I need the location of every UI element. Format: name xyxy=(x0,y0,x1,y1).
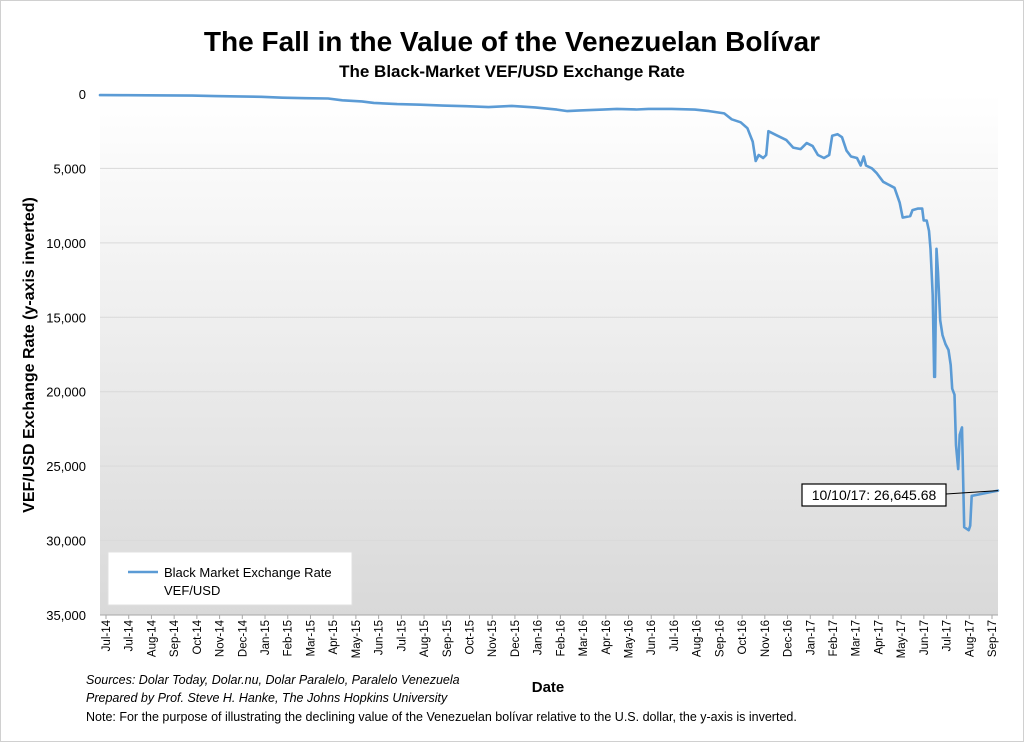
x-tick-label: Jun-17 xyxy=(919,620,931,655)
x-tick-label: Oct-15 xyxy=(464,620,476,655)
x-tick-label: Apr-17 xyxy=(873,620,885,655)
legend-label-line1: Black Market Exchange Rate xyxy=(164,565,332,580)
legend-box xyxy=(107,551,353,606)
y-tick-label: 30,000 xyxy=(46,534,86,549)
prepared-by-note: Prepared by Prof. Steve H. Hanke, The Jo… xyxy=(86,691,448,705)
gridlines xyxy=(100,167,998,542)
series-layer xyxy=(98,93,1000,532)
y-axis-ticks: 0 5,000 10,000 15,000 20,000 25,000 30,000 35,0… xyxy=(46,87,86,623)
x-tick-label: Aug-14 xyxy=(146,619,158,657)
x-tick-label: Feb-16 xyxy=(555,620,567,656)
callout-box xyxy=(801,483,947,507)
y-axis-title: VEF/USD Exchange Rate (y-axis inverted) xyxy=(21,197,38,513)
x-tick-label: Apr-15 xyxy=(328,620,340,655)
x-axis-title: Date xyxy=(531,679,565,696)
x-tick-label: Sep-15 xyxy=(442,620,454,657)
callout-leader xyxy=(945,490,999,495)
x-tick-label: Jul-15 xyxy=(396,620,408,651)
sources-note: Sources: Dolar Today, Dolar.nu, Dolar Pa… xyxy=(86,673,460,687)
x-tick-label: Nov-15 xyxy=(487,620,499,657)
x-tick-label: Jul-17 xyxy=(942,620,954,651)
x-tick-label: Feb-15 xyxy=(283,620,295,656)
series-line xyxy=(98,93,1000,532)
x-tick-label: Aug-17 xyxy=(964,620,976,657)
x-tick-label: Sep-14 xyxy=(169,619,181,657)
x-tick-label: Dec-16 xyxy=(783,620,795,657)
x-tick-label: Nov-14 xyxy=(215,619,227,657)
x-tick-label: Feb-17 xyxy=(828,620,840,656)
x-tick-label: Jul-16 xyxy=(669,620,681,651)
y-tick-label: 15,000 xyxy=(46,310,86,325)
y-tick-label: 10,000 xyxy=(46,236,86,251)
x-tick-label: Jul-14 xyxy=(101,619,113,651)
x-tick-label: Apr-16 xyxy=(601,620,613,655)
x-tick-label: Jan-17 xyxy=(805,620,817,655)
x-tick-label: Dec-14 xyxy=(237,619,249,657)
x-tick-label: May-16 xyxy=(624,620,636,658)
y-tick-label: 25,000 xyxy=(46,459,86,474)
x-tick-label: Aug-16 xyxy=(692,620,704,657)
x-tick-label: Jan-16 xyxy=(533,620,545,655)
x-tick-label: Aug-15 xyxy=(419,620,431,657)
legend-label-line2: VEF/USD xyxy=(164,583,220,598)
y-tick-label: 5,000 xyxy=(53,161,86,176)
plot-area xyxy=(100,94,998,615)
chart-title: The Fall in the Value of the Venezuelan … xyxy=(203,26,821,57)
x-tick-label: Mar-16 xyxy=(578,620,590,656)
x-tick-label: Jun-15 xyxy=(374,620,386,655)
x-axis-ticks: Jul-14 Jul-14 Aug-14 Sep-14 Oct-14 Nov-14 Dec-… xyxy=(101,615,999,658)
x-tick-label: Sep-17 xyxy=(987,620,999,657)
chart-subtitle: The Black-Market VEF/USD Exchange Rate xyxy=(339,62,685,81)
x-tick-label: Dec-15 xyxy=(510,620,522,657)
y-tick-label: 35,000 xyxy=(46,608,86,623)
x-tick-label: Jul-14 xyxy=(124,619,136,651)
y-tick-label: 20,000 xyxy=(46,385,86,400)
x-tick-label: Mar-17 xyxy=(851,620,863,656)
x-tick-label: Sep-16 xyxy=(714,620,726,657)
x-tick-label: May-17 xyxy=(896,620,908,658)
x-tick-label: Jan-15 xyxy=(260,620,272,655)
callout-label: 10/10/17: 26,645.68 xyxy=(812,487,937,503)
x-tick-label: Oct-14 xyxy=(192,619,204,654)
x-tick-label: Oct-16 xyxy=(737,620,749,655)
x-tick-label: Nov-16 xyxy=(760,620,772,657)
x-tick-label: Mar-15 xyxy=(305,620,317,656)
y-tick-label: 0 xyxy=(79,87,86,102)
x-tick-label: May-15 xyxy=(351,620,363,658)
x-tick-label: Jun-16 xyxy=(646,620,658,655)
inverted-axis-note: Note: For the purpose of illustrating th… xyxy=(86,710,797,724)
